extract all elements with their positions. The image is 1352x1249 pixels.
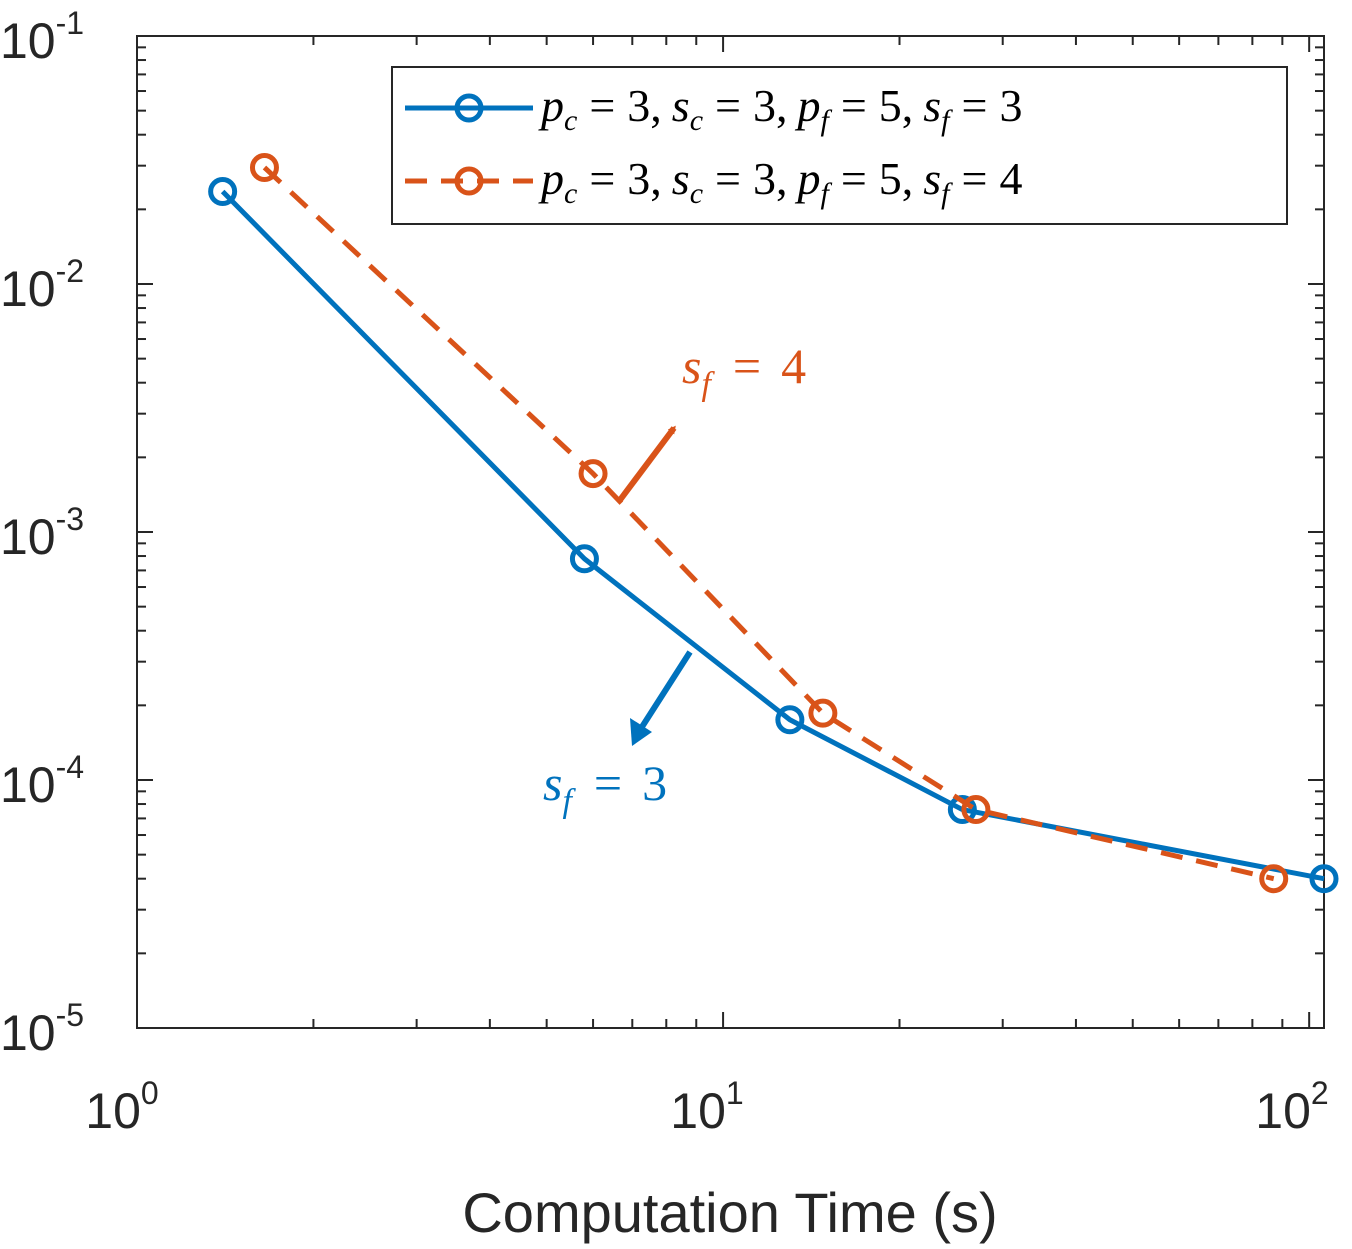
y-tick-label-1: 10-2	[0, 253, 84, 317]
x-axis-title: Computation Time (s)	[462, 1181, 997, 1244]
annotation-label-sf3: sf = 3	[543, 755, 667, 820]
series-0-point-3	[947, 795, 977, 825]
x-tick-label-0: 100	[85, 1075, 158, 1139]
y-tick-label-4: 10-5	[0, 997, 84, 1061]
series-line-1	[262, 165, 1275, 882]
series-0-point-2	[775, 705, 805, 735]
series-1-point-4	[1259, 864, 1289, 894]
series-0-point-4	[1309, 864, 1339, 894]
legend-entry-1: pc = 3, sc = 3, pf = 5, sf = 4	[405, 153, 1022, 210]
y-tick-label-3: 10-4	[0, 749, 84, 813]
annotation-label-sf4: sf = 4	[682, 338, 806, 403]
x-tick-label-2: 102	[1255, 1075, 1328, 1139]
x-tick-labels: 100 101 102	[85, 1075, 1328, 1139]
y-tick-label-2: 10-3	[0, 501, 84, 565]
legend-label-1: pc = 3, sc = 3, pf = 5, sf = 4	[538, 153, 1022, 210]
annotation-sf4: sf = 4	[617, 338, 806, 502]
minor-ticks	[137, 36, 1324, 1028]
annotation-arrowhead-sf3	[630, 718, 652, 746]
series-1-point-0	[249, 152, 279, 182]
y-tick-label-0: 10-1	[0, 5, 84, 69]
series-1-point-2	[808, 698, 838, 728]
legend: pc = 3, sc = 3, pf = 5, sf = 3 pc = 3, sc = 3, pf = 5, sf = 4	[391, 66, 1288, 225]
series-0-point-1	[569, 544, 599, 574]
annotation-sf3: sf = 3	[543, 650, 693, 820]
major-ticks	[136, 35, 1324, 1029]
series-line-0	[220, 189, 1325, 882]
annotation-arrow-sf4	[617, 425, 677, 502]
series-layer	[208, 152, 1339, 894]
legend-box	[391, 66, 1288, 225]
series-0-point-0	[208, 177, 238, 207]
legend-marker-0	[454, 93, 484, 123]
x-tick-label-1: 101	[670, 1075, 743, 1139]
annotation-arrow-sf3	[637, 650, 693, 732]
legend-marker-1	[454, 166, 484, 196]
series-1-point-3	[961, 795, 991, 825]
series-1-point-1	[578, 459, 608, 489]
y-tick-labels: 10-1 10-2 10-3 10-4 10-5	[0, 5, 84, 1061]
